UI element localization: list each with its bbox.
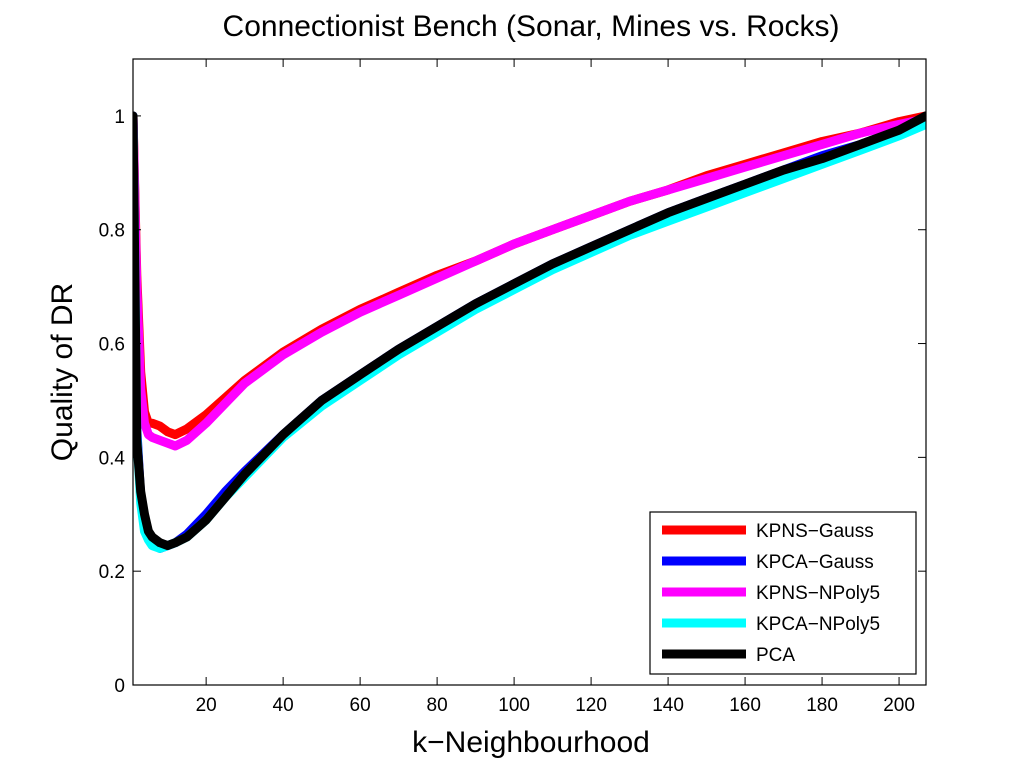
series-line-3 bbox=[133, 111, 926, 553]
legend-label: KPCA−Gauss bbox=[756, 552, 874, 573]
y-tick-label: 1 bbox=[114, 107, 125, 128]
y-axis: 0 0.2 0.4 0.6 0.8 1 bbox=[99, 107, 926, 697]
legend-label: KPNS−NPoly5 bbox=[756, 583, 880, 604]
x-tick-label: 80 bbox=[427, 695, 448, 716]
x-tick-label: 140 bbox=[652, 695, 684, 716]
x-tick-label: 200 bbox=[883, 695, 915, 716]
plot-frame bbox=[132, 58, 927, 686]
x-tick-label: 160 bbox=[729, 695, 761, 716]
x-axis-label: k−Neighbourhood bbox=[412, 726, 650, 759]
x-tick-label: 20 bbox=[196, 695, 217, 716]
x-axis: 20 40 60 80 100 120 140 160 180 200 bbox=[196, 59, 915, 716]
series-layer bbox=[133, 111, 926, 553]
x-tick-label: 180 bbox=[806, 695, 838, 716]
y-tick-label: 0.2 bbox=[99, 562, 125, 583]
y-tick-label: 0.4 bbox=[99, 448, 126, 469]
x-tick-label: 40 bbox=[273, 695, 294, 716]
legend-label: KPNS−Gauss bbox=[756, 521, 874, 542]
x-tick-label: 60 bbox=[350, 695, 371, 716]
x-tick-label: 100 bbox=[498, 695, 530, 716]
series-line-4 bbox=[133, 111, 926, 551]
y-tick-label: 0.6 bbox=[99, 335, 125, 356]
y-tick-label: 0.8 bbox=[99, 221, 125, 242]
legend-label: PCA bbox=[756, 645, 795, 666]
legend-label: KPCA−NPoly5 bbox=[756, 614, 880, 635]
x-tick-label: 120 bbox=[575, 695, 607, 716]
y-axis-label: Quality of DR bbox=[46, 283, 79, 461]
chart-title: Connectionist Bench (Sonar, Mines vs. Ro… bbox=[223, 10, 840, 43]
plot-area bbox=[133, 111, 926, 553]
series-line-2 bbox=[133, 111, 926, 451]
legend: KPNS−Gauss KPCA−Gauss KPNS−NPoly5 KPCA−NPol… bbox=[649, 511, 917, 675]
y-tick-label: 0 bbox=[114, 676, 125, 697]
